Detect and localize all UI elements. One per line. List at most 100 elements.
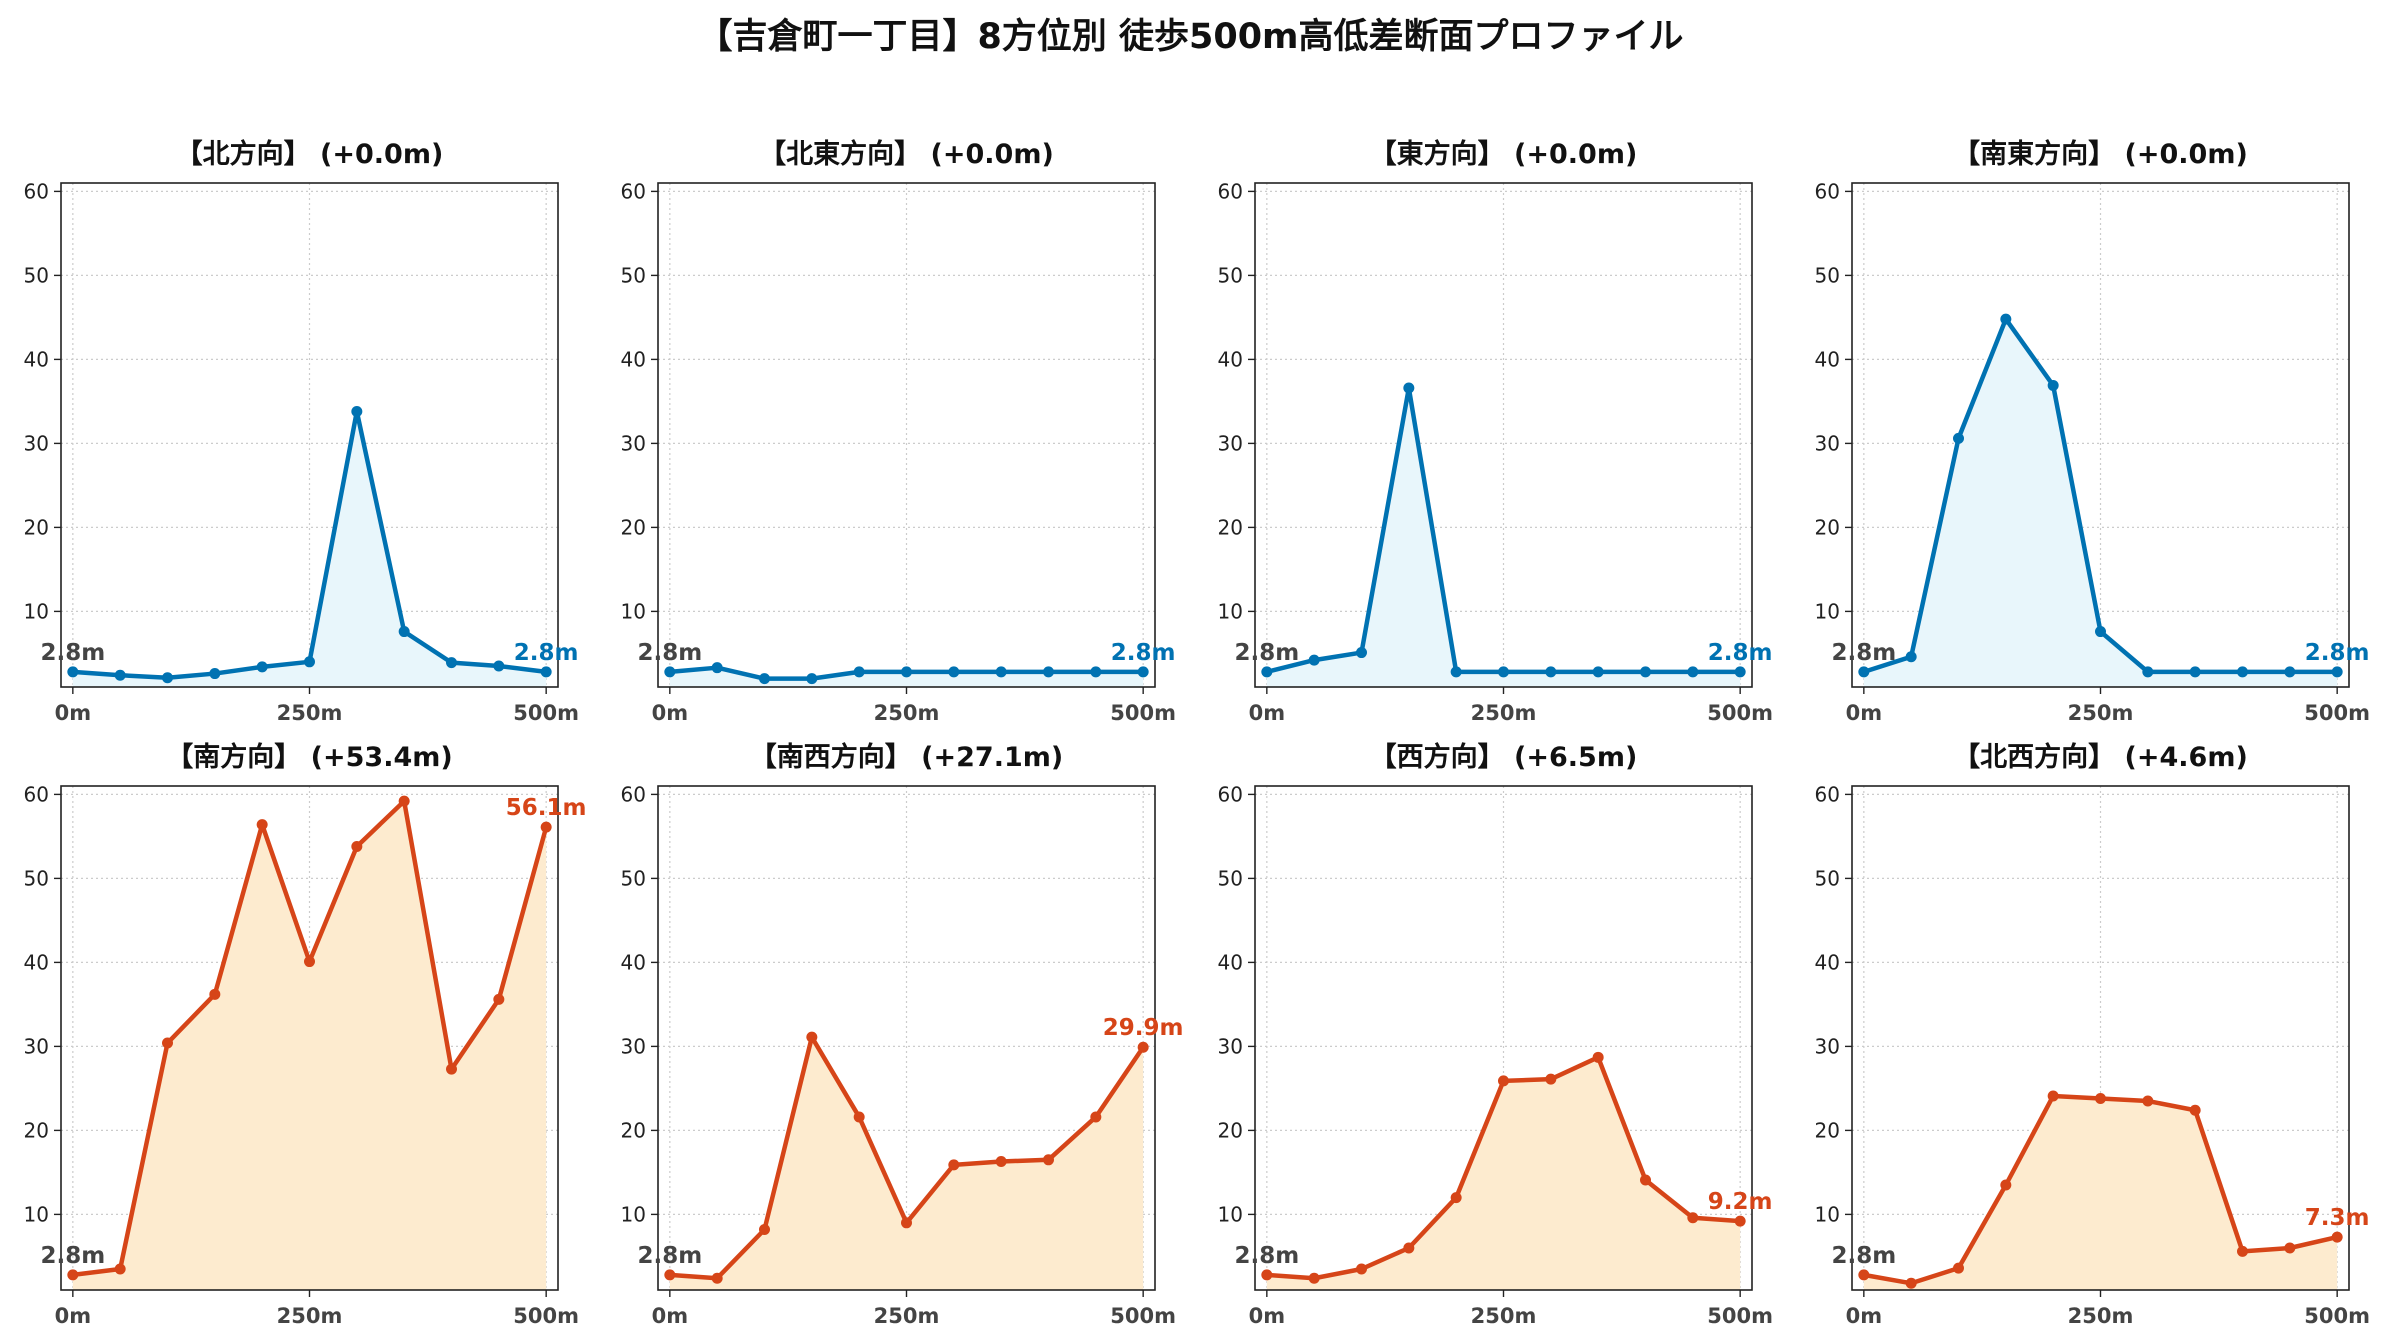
data-point xyxy=(1137,666,1149,678)
data-point xyxy=(2237,666,2248,678)
panel-2: 【東方向】 (+0.0m) 10 20 30 40 50 60 0m 250m 500m 2.8m 2… xyxy=(1218,138,1773,725)
data-point xyxy=(304,956,315,968)
data-point xyxy=(1308,1272,1320,1284)
data-point xyxy=(948,666,960,678)
data-point xyxy=(2331,1231,2343,1243)
y-tick-label: 50 xyxy=(24,263,49,287)
data-point xyxy=(806,673,818,685)
y-tick-label: 10 xyxy=(24,599,49,623)
y-tick-label: 30 xyxy=(1815,1034,1840,1058)
data-point xyxy=(2095,1092,2106,1104)
data-point xyxy=(67,666,79,678)
data-point xyxy=(1090,666,1102,678)
x-tick-label: 0m xyxy=(1249,1304,1286,1328)
panel-title: 【西方向】 (+6.5m) xyxy=(1370,741,1638,773)
data-point xyxy=(2142,666,2154,678)
y-tick-label: 40 xyxy=(24,950,49,974)
end-elevation-label: 2.8m xyxy=(514,640,579,666)
start-elevation-label: 2.8m xyxy=(637,1243,702,1269)
y-tick-label: 30 xyxy=(24,1034,49,1058)
data-point xyxy=(995,1155,1007,1167)
start-elevation-label: 2.8m xyxy=(637,640,702,666)
data-point xyxy=(1498,1075,1509,1087)
data-point xyxy=(664,1269,676,1281)
start-elevation-label: 2.8m xyxy=(40,1243,105,1269)
data-point xyxy=(1734,666,1746,678)
x-tick-label: 250m xyxy=(2068,1304,2134,1328)
y-tick-label: 40 xyxy=(24,347,49,371)
y-tick-label: 30 xyxy=(1218,1034,1243,1058)
x-tick-label: 250m xyxy=(1471,1304,1537,1328)
data-point xyxy=(1308,654,1320,666)
data-point xyxy=(446,657,457,669)
y-tick-label: 50 xyxy=(621,866,646,890)
data-point xyxy=(948,1159,960,1171)
y-tick-label: 40 xyxy=(1815,950,1840,974)
start-elevation-label: 2.8m xyxy=(1234,1243,1299,1269)
data-point xyxy=(540,821,552,833)
end-elevation-label: 2.8m xyxy=(1111,640,1176,666)
end-elevation-label: 7.3m xyxy=(2305,1205,2370,1231)
x-tick-label: 250m xyxy=(277,701,343,725)
y-tick-label: 50 xyxy=(1218,263,1243,287)
x-tick-label: 0m xyxy=(55,1304,92,1328)
y-tick-label: 20 xyxy=(1815,1118,1840,1142)
data-point xyxy=(806,1031,818,1043)
x-tick-label: 0m xyxy=(652,701,689,725)
data-point xyxy=(351,840,363,852)
y-tick-label: 20 xyxy=(1218,1118,1243,1142)
area-fill xyxy=(1266,387,1741,687)
panel-1: 【北東方向】 (+0.0m) 10 20 30 40 50 60 0m 250m 500m 2.8m… xyxy=(621,138,1176,725)
y-tick-label: 50 xyxy=(24,866,49,890)
end-elevation-label: 2.8m xyxy=(2305,640,2370,666)
y-tick-label: 20 xyxy=(24,1118,49,1142)
y-tick-label: 20 xyxy=(621,515,646,539)
y-tick-label: 40 xyxy=(1218,950,1243,974)
data-point xyxy=(256,661,268,673)
y-tick-label: 60 xyxy=(24,179,49,203)
x-tick-label: 500m xyxy=(513,701,579,725)
data-point xyxy=(304,656,315,668)
y-tick-label: 60 xyxy=(621,179,646,203)
data-point xyxy=(1137,1041,1149,1053)
x-tick-label: 250m xyxy=(1471,701,1537,725)
panel-title: 【北西方向】 (+4.6m) xyxy=(1953,741,2248,773)
data-point xyxy=(2189,666,2201,678)
y-tick-label: 20 xyxy=(621,1118,646,1142)
y-tick-label: 20 xyxy=(1815,515,1840,539)
data-point xyxy=(2284,666,2296,678)
x-tick-label: 500m xyxy=(1707,701,1773,725)
data-point xyxy=(209,988,221,1000)
y-tick-label: 60 xyxy=(24,782,49,806)
x-tick-label: 500m xyxy=(2304,1304,2370,1328)
data-point xyxy=(1090,1111,1102,1123)
data-point xyxy=(664,666,676,678)
data-point xyxy=(759,1224,770,1236)
y-tick-label: 10 xyxy=(1815,599,1840,623)
data-point xyxy=(1545,1073,1557,1085)
panel-6: 【西方向】 (+6.5m) 10 20 30 40 50 60 0m 250m 500m 2.8m 9… xyxy=(1218,741,1773,1328)
data-point xyxy=(2142,1095,2154,1107)
data-point xyxy=(209,668,221,680)
area-fill xyxy=(1863,1095,2338,1290)
data-point xyxy=(1403,1242,1415,1254)
panel-4: 【南方向】 (+53.4m) 10 20 30 40 50 60 0m 250m 500m 2.8m… xyxy=(24,741,587,1328)
data-point xyxy=(1043,666,1054,678)
end-elevation-label: 2.8m xyxy=(1708,640,1773,666)
y-tick-label: 40 xyxy=(1218,347,1243,371)
data-point xyxy=(1687,666,1699,678)
x-tick-label: 0m xyxy=(1249,701,1286,725)
data-point xyxy=(398,795,410,807)
area-fill xyxy=(1863,319,2338,687)
data-point xyxy=(1261,1269,1273,1281)
data-point xyxy=(1640,666,1651,678)
data-point xyxy=(1043,1154,1054,1166)
x-tick-label: 500m xyxy=(513,1304,579,1328)
start-elevation-label: 2.8m xyxy=(1234,640,1299,666)
y-tick-label: 30 xyxy=(621,431,646,455)
x-tick-label: 250m xyxy=(874,1304,940,1328)
data-point xyxy=(1953,1262,1964,1274)
data-point xyxy=(1592,1051,1604,1063)
data-point xyxy=(2284,1242,2296,1254)
x-tick-label: 500m xyxy=(2304,701,2370,725)
